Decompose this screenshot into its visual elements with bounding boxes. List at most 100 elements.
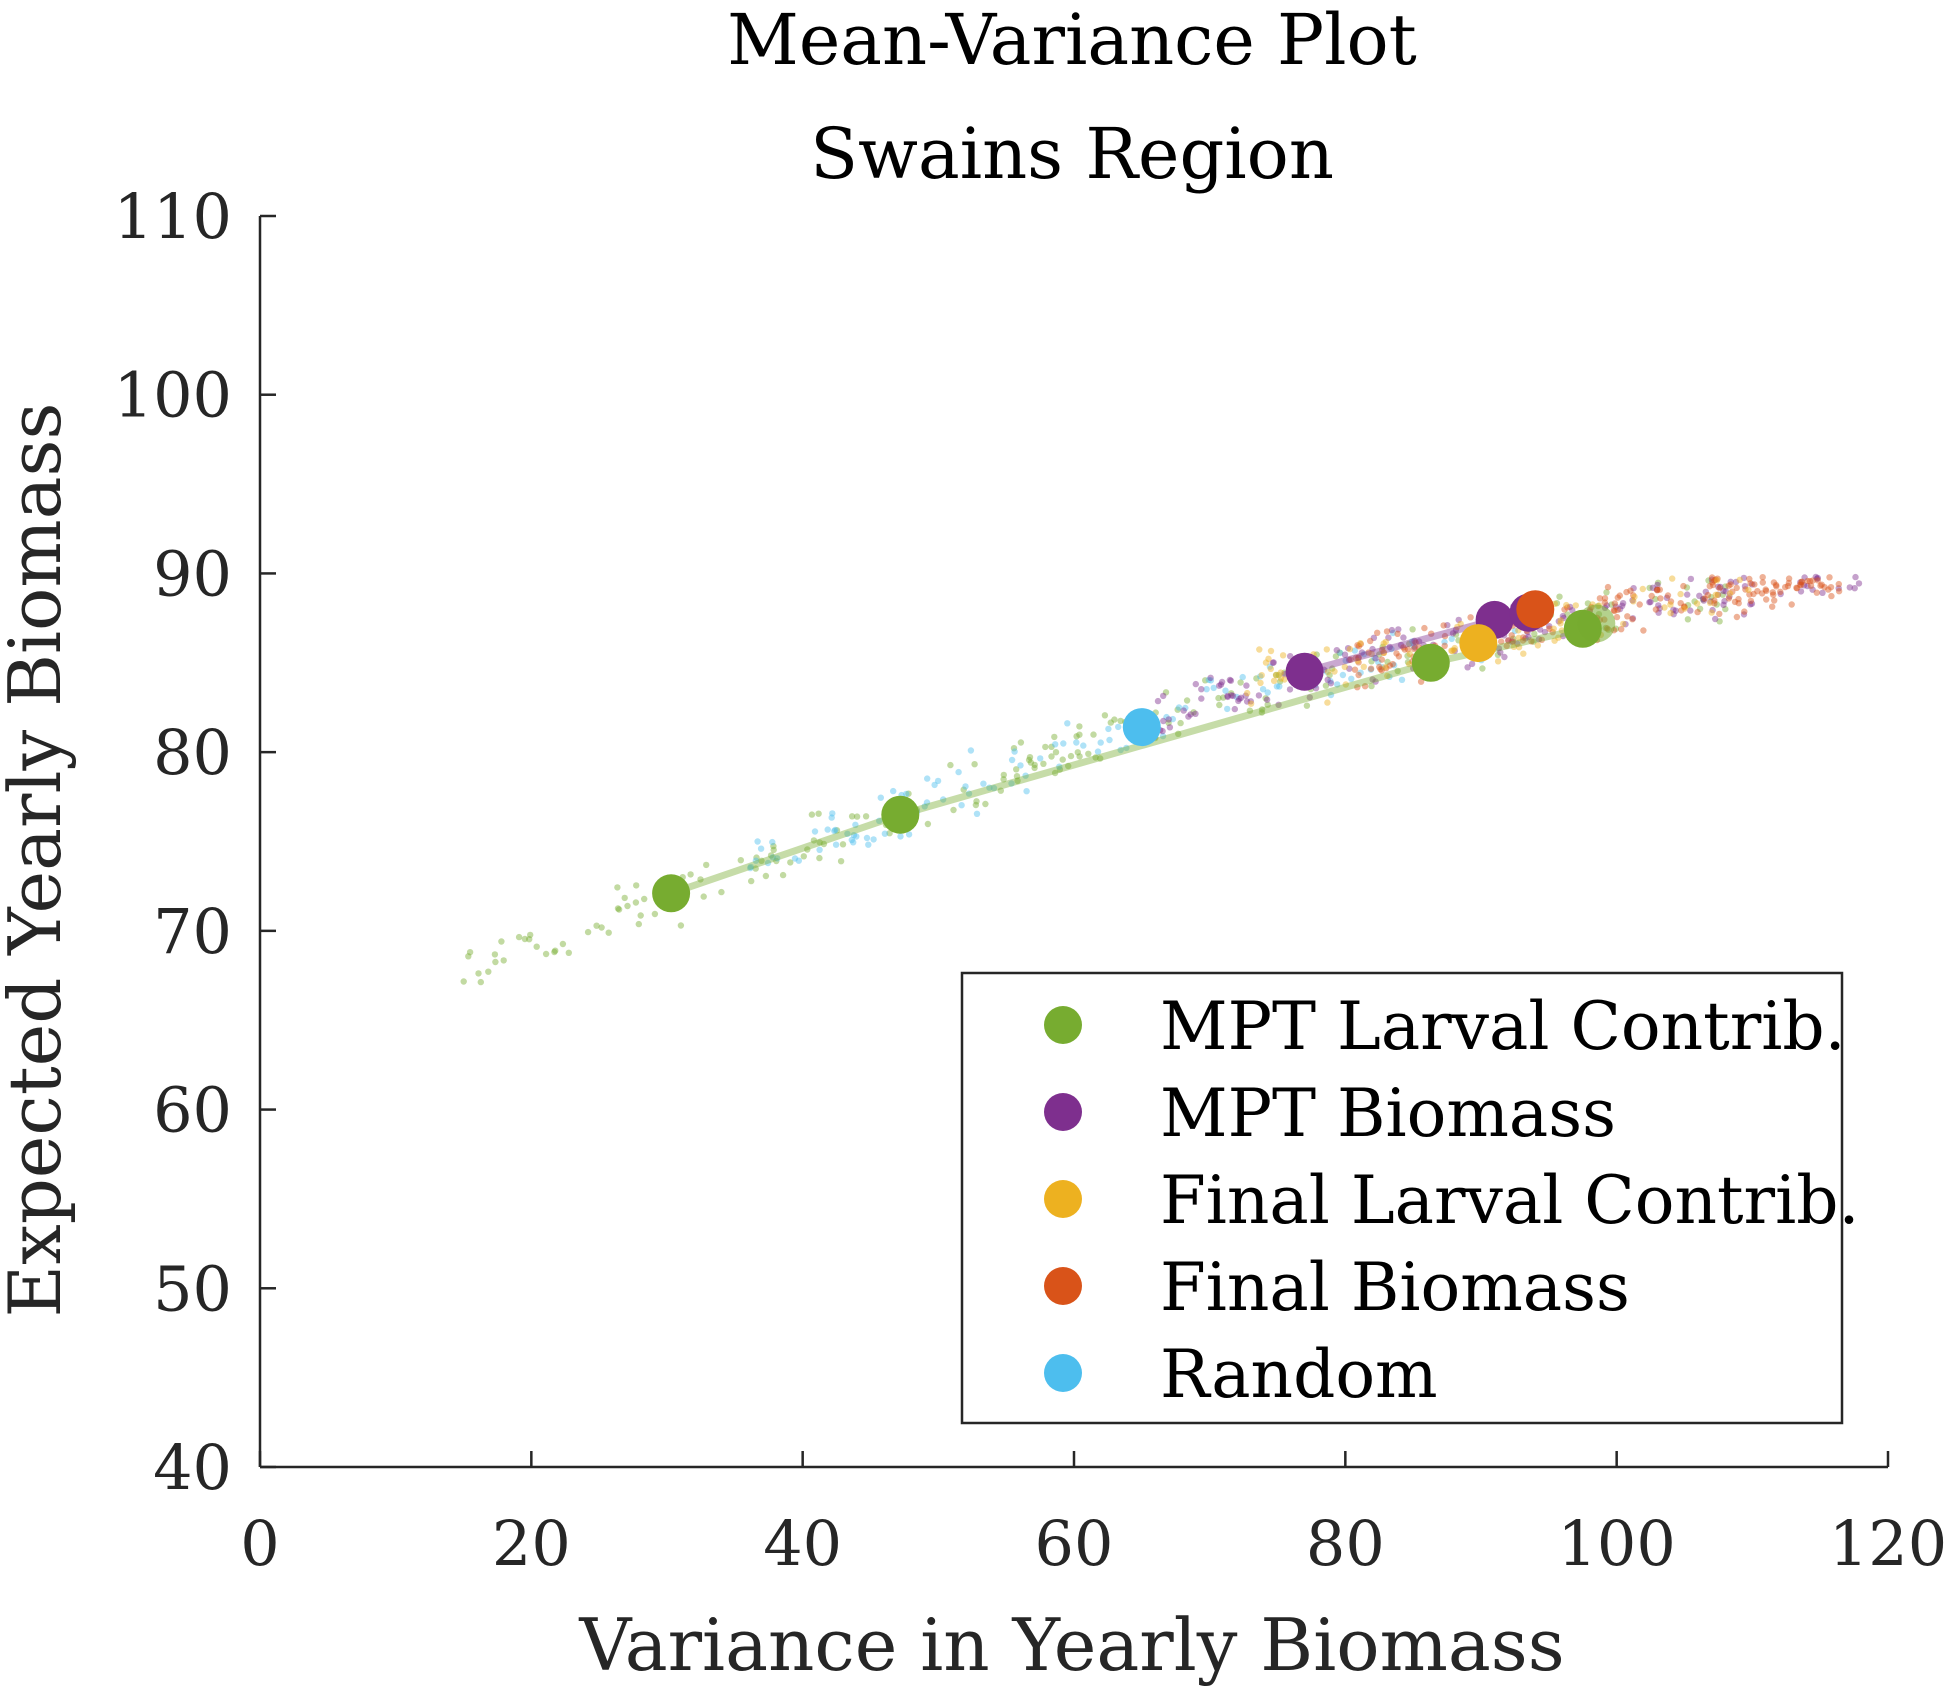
cloud-point bbox=[1494, 658, 1502, 665]
cloud-point bbox=[863, 834, 871, 842]
legend-box bbox=[960, 971, 1844, 1425]
cloud-point bbox=[1806, 577, 1814, 585]
cloud-point bbox=[971, 761, 978, 768]
cloud-point bbox=[1553, 600, 1561, 607]
cloud-point bbox=[757, 845, 765, 852]
cloud-point bbox=[1564, 604, 1571, 611]
cloud-point bbox=[973, 798, 980, 805]
chart-subtitle: Swains Region bbox=[810, 113, 1334, 195]
cloud-point bbox=[1412, 639, 1419, 646]
cloud-point bbox=[1751, 581, 1758, 588]
cloud-point bbox=[1229, 692, 1237, 700]
cloud-point bbox=[584, 928, 592, 936]
cloud-point bbox=[1623, 588, 1630, 596]
cloud-point bbox=[1253, 675, 1260, 682]
cloud-point bbox=[1341, 663, 1349, 671]
cloud-point bbox=[1557, 620, 1564, 627]
cloud-point bbox=[1627, 587, 1634, 594]
cloud-point bbox=[1337, 649, 1344, 657]
cloud-point bbox=[1037, 755, 1044, 762]
cloud-point bbox=[737, 857, 744, 864]
x-axis-label: Variance in Yearly Biomass bbox=[578, 1603, 1564, 1687]
cloud-point bbox=[1357, 669, 1364, 676]
cloud-point bbox=[1344, 645, 1352, 652]
cloud-point bbox=[1825, 586, 1832, 593]
cloud-point bbox=[1203, 686, 1210, 693]
cloud-point bbox=[820, 840, 828, 848]
cloud-point bbox=[1735, 595, 1742, 603]
cloud-point bbox=[1630, 585, 1637, 592]
cloud-point bbox=[1389, 629, 1397, 637]
cloud-point bbox=[831, 827, 838, 835]
cloud-point bbox=[1406, 660, 1413, 668]
cloud-point bbox=[1376, 651, 1383, 658]
cloud-point bbox=[1691, 598, 1698, 605]
cloud-point bbox=[990, 784, 998, 792]
cloud-point bbox=[1322, 682, 1330, 689]
cloud-point bbox=[1384, 658, 1391, 666]
cloud-point bbox=[1706, 583, 1714, 590]
cloud-point bbox=[1224, 692, 1231, 700]
cloud-point bbox=[1076, 723, 1083, 730]
legend-label: MPT Biomass bbox=[1160, 1075, 1616, 1152]
cloud-point bbox=[1750, 590, 1757, 598]
cloud-point bbox=[1457, 620, 1464, 628]
y-tick-label: 90 bbox=[153, 537, 232, 610]
cloud-point bbox=[1233, 693, 1240, 701]
cloud-point bbox=[1742, 586, 1749, 593]
cloud-point bbox=[1509, 638, 1517, 645]
cloud-point bbox=[1639, 585, 1647, 593]
frontier-line bbox=[669, 620, 1598, 897]
series-marker bbox=[1459, 624, 1498, 663]
cloud-point bbox=[1355, 643, 1363, 650]
cloud-point bbox=[1646, 599, 1653, 606]
cloud-point bbox=[1681, 605, 1688, 612]
cloud-point bbox=[1056, 766, 1064, 773]
cloud-point bbox=[1804, 582, 1811, 590]
cloud-point bbox=[1000, 771, 1007, 779]
cloud-point bbox=[1394, 630, 1401, 637]
cloud-point bbox=[615, 906, 623, 913]
cloud-point bbox=[787, 859, 794, 866]
cloud-point bbox=[1386, 643, 1393, 651]
cloud-point bbox=[1450, 646, 1458, 654]
cloud-point bbox=[1406, 650, 1413, 658]
legend-marker bbox=[1044, 1006, 1082, 1044]
series-marker bbox=[881, 795, 920, 834]
cloud-point bbox=[637, 912, 644, 919]
cloud-point bbox=[1497, 649, 1504, 656]
x-tick-label: 80 bbox=[1306, 1507, 1385, 1580]
cloud-point bbox=[1464, 664, 1471, 671]
cloud-point bbox=[1819, 589, 1826, 596]
cloud-point bbox=[718, 888, 725, 896]
cloud-point bbox=[828, 814, 835, 821]
cloud-point bbox=[1694, 608, 1701, 616]
cloud-point bbox=[1735, 600, 1742, 607]
cloud-point bbox=[1097, 739, 1104, 746]
cloud-point bbox=[1394, 667, 1401, 675]
cloud-point bbox=[1106, 736, 1113, 744]
cloud-point bbox=[1722, 583, 1729, 590]
cloud-point bbox=[1008, 756, 1016, 764]
cloud-point bbox=[1708, 574, 1716, 581]
cloud-point bbox=[1546, 623, 1553, 630]
cloud-point bbox=[1380, 640, 1387, 647]
cloud-point bbox=[1851, 585, 1858, 592]
cloud-point bbox=[1272, 671, 1280, 679]
cloud-point bbox=[1398, 676, 1406, 683]
y-tick-label: 80 bbox=[153, 716, 232, 789]
cloud-point bbox=[1655, 609, 1662, 616]
cloud-point bbox=[848, 813, 856, 820]
cloud-point bbox=[460, 978, 467, 985]
cloud-point bbox=[1393, 650, 1400, 657]
cloud-point bbox=[1441, 638, 1448, 646]
cloud-point bbox=[1346, 645, 1354, 653]
cloud-point bbox=[1520, 650, 1527, 657]
cloud-point bbox=[521, 935, 529, 943]
cloud-point bbox=[1444, 622, 1451, 629]
cloud-point bbox=[1013, 766, 1020, 773]
y-tick-label: 50 bbox=[153, 1252, 232, 1325]
cloud-point bbox=[1798, 578, 1806, 585]
cloud-point bbox=[1809, 586, 1816, 593]
cloud-point bbox=[1306, 694, 1314, 701]
